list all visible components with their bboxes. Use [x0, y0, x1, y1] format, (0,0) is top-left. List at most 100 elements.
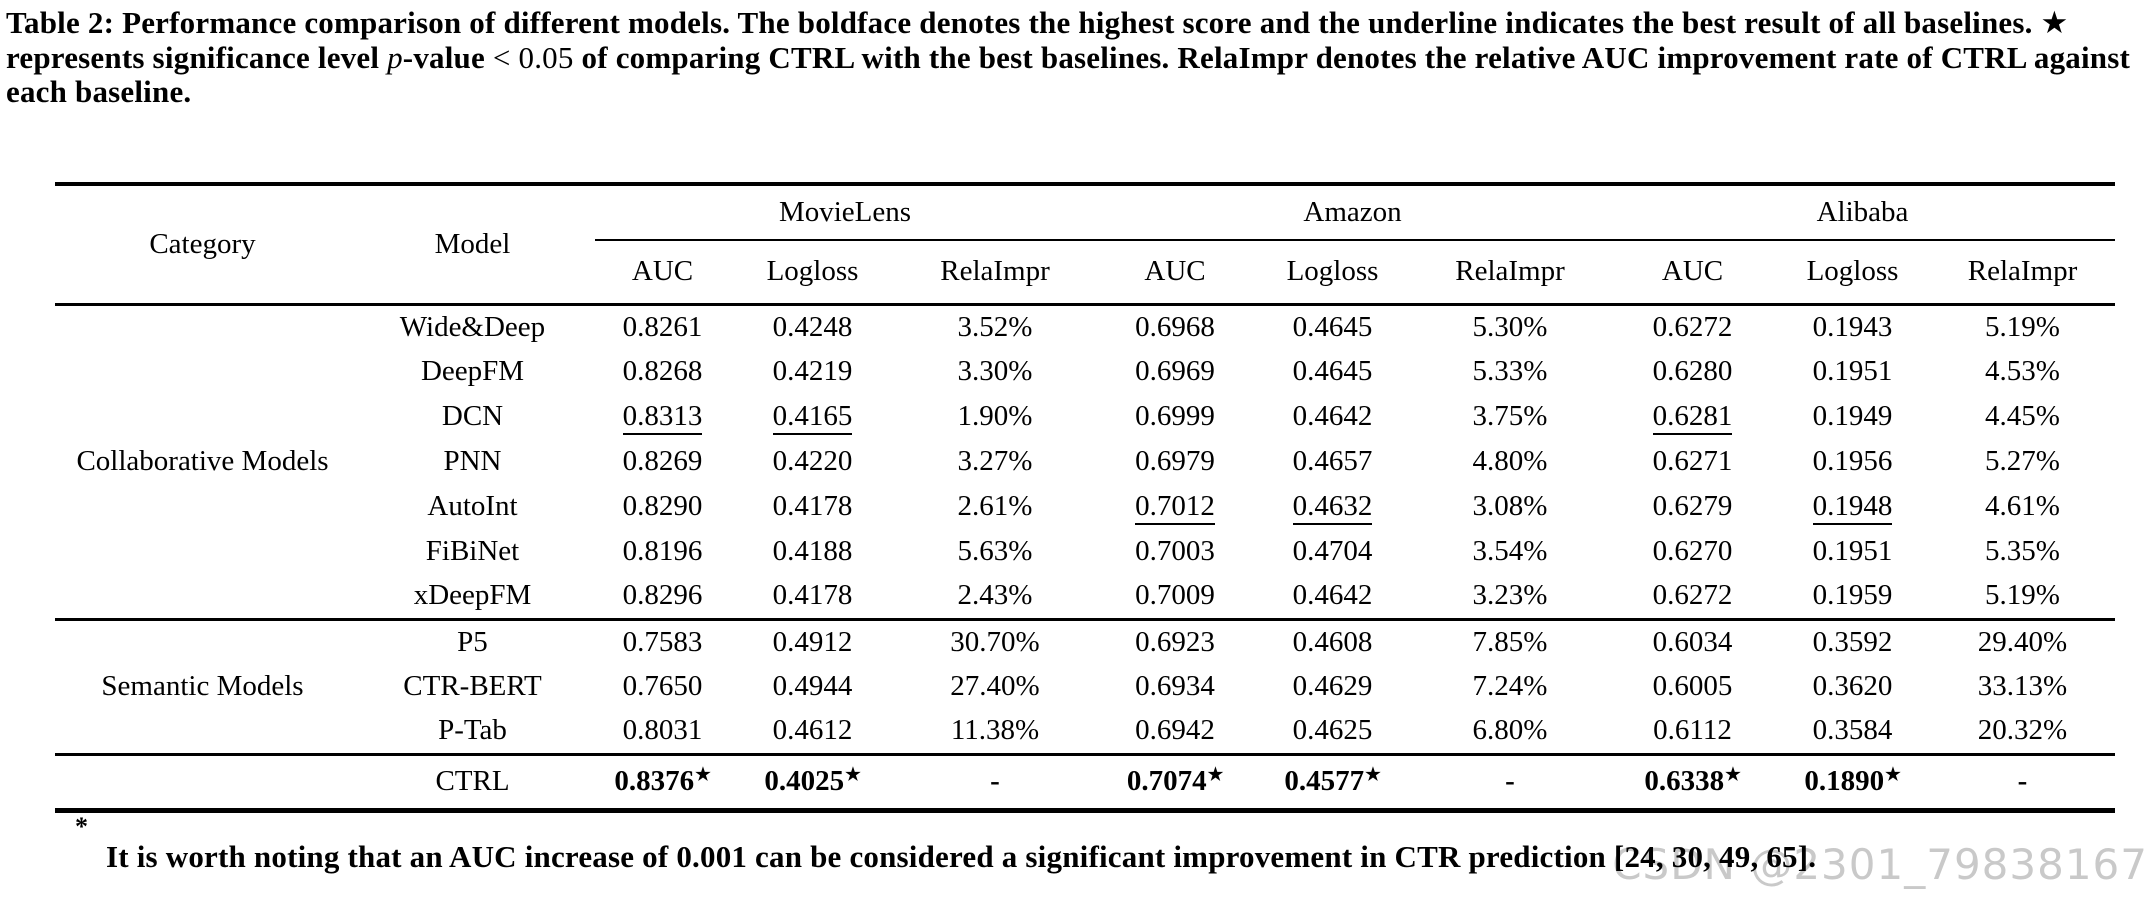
metric-cell: 0.6112 [1610, 709, 1775, 754]
metric-value: 0.1949 [1812, 400, 1893, 433]
metric-value: - [1505, 765, 1515, 798]
metric-value: 27.40% [950, 670, 1040, 703]
metric-cell: 0.8031 [595, 709, 730, 754]
col-header-logloss-alibaba: Logloss [1806, 255, 1899, 288]
metric-cell: 0.6934 [1095, 664, 1255, 709]
metric-value: 0.4632 [1292, 490, 1373, 526]
metric-value: 3.30% [957, 355, 1033, 388]
metric-value: 0.6942 [1135, 714, 1215, 747]
metric-cell: 0.4629 [1255, 664, 1410, 709]
col-header-auc-alibaba: AUC [1661, 255, 1724, 288]
col-header-relaimpr-alibaba: RelaImpr [1967, 255, 2078, 288]
metric-value: 0.7650 [622, 670, 703, 703]
metric-value: 0.6968 [1135, 310, 1215, 343]
metric-cell: 0.4944 [730, 664, 895, 709]
model-cell: PNN [443, 445, 502, 478]
metric-value: 3.23% [1472, 579, 1548, 612]
metric-cell: 0.6999 [1095, 394, 1255, 439]
metric-cell: 0.4577★ [1255, 752, 1410, 811]
watermark: CSDN @2301_79838167 [1612, 840, 2148, 889]
metric-cell: 6.80% [1410, 709, 1610, 754]
metric-value: 6.80% [1472, 714, 1548, 747]
metric-cell: 0.4704 [1255, 529, 1410, 574]
metric-cell: 4.45% [1930, 394, 2115, 439]
table-row: Semantic Models P5 0.7583 0.4912 30.70% 0.692… [55, 617, 2116, 755]
metric-value: 0.1951 [1812, 535, 1893, 568]
table-row: Collaborative Models Wide&Deep 0.8261 0.424… [55, 304, 2115, 477]
col-header-logloss-amazon: Logloss [1286, 255, 1379, 288]
metric-cell: 0.6034 [1610, 617, 1775, 665]
category-cell [55, 752, 350, 811]
table-body: Collaborative Models Wide&Deep 0.8261 0.424… [55, 304, 2116, 811]
metric-value: 3.75% [1472, 400, 1548, 433]
metric-value: 2.61% [957, 490, 1033, 523]
metric-cell: 7.24% [1410, 664, 1610, 709]
table-caption: Table 2: Performance comparison of diffe… [6, 5, 2144, 110]
col-header-logloss-movielens: Logloss [766, 255, 859, 288]
metric-cell: 27.40% [895, 664, 1095, 709]
metric-value: 0.4219 [772, 355, 853, 388]
metric-cell: 0.1890★ [1775, 752, 1930, 811]
metric-value: 0.8313 [622, 400, 703, 436]
star-glyph: ★ [2040, 5, 2069, 40]
metric-cell: 0.8196 [595, 529, 730, 574]
metric-value: 0.6338 [1644, 765, 1725, 798]
metric-value: 5.30% [1472, 310, 1548, 343]
metric-cell: 0.1956 [1775, 439, 1930, 484]
metric-cell: 0.4248 [730, 304, 895, 349]
metric-value: 0.4188 [772, 535, 853, 568]
model-cell: AutoInt [427, 490, 518, 523]
metric-cell: 0.1949 [1775, 394, 1930, 439]
metric-value: 0.4178 [772, 579, 853, 612]
metric-cell: 0.7583 [595, 617, 730, 665]
significance-star-icon: ★ [1885, 763, 1901, 784]
model-cell: CTR-BERT [403, 670, 542, 703]
metric-cell: 30.70% [895, 617, 1095, 665]
col-header-relaimpr-amazon: RelaImpr [1455, 255, 1565, 288]
table-row: AutoInt 0.8290 0.4178 2.61% 0.7012 0.4632 3.08… [55, 484, 2115, 529]
model-cell: P-Tab [438, 714, 507, 747]
metric-cell: 0.6280 [1610, 349, 1775, 394]
metric-cell: 3.08% [1410, 484, 1610, 529]
metric-value: 0.1948 [1812, 490, 1893, 526]
metric-value: 0.4612 [772, 714, 853, 747]
table-row: CTR-BERT 0.7650 0.4944 27.40% 0.6934 0.4629 7.… [55, 664, 2115, 709]
metric-value: 0.6112 [1653, 714, 1732, 747]
model-cell: FiBiNet [425, 535, 520, 568]
metric-value: 0.4165 [772, 400, 853, 436]
metric-value: 5.33% [1472, 355, 1548, 388]
metric-cell: 0.4645 [1255, 349, 1410, 394]
metric-value: 0.7003 [1135, 535, 1215, 568]
col-header-amazon: Amazon [1095, 184, 1610, 242]
metric-value: 0.8269 [622, 445, 703, 478]
metric-cell: 3.54% [1410, 529, 1610, 574]
metric-value: 0.6034 [1652, 625, 1733, 658]
metric-value: 0.8261 [622, 310, 703, 343]
metric-value: 0.4577 [1284, 765, 1365, 798]
metric-value: 0.4248 [772, 310, 853, 343]
metric-value: 3.08% [1472, 490, 1548, 523]
metric-cell: 3.27% [895, 439, 1095, 484]
metric-cell: 0.4608 [1255, 617, 1410, 665]
metric-cell: 0.6969 [1095, 349, 1255, 394]
col-header-relaimpr-movielens: RelaImpr [940, 255, 1050, 288]
metric-value: 0.6272 [1652, 310, 1733, 343]
model-cell: DeepFM [420, 355, 525, 388]
metric-cell: 0.4219 [730, 349, 895, 394]
col-header-category: Category [149, 227, 256, 260]
metric-cell: 20.32% [1930, 709, 2115, 754]
metric-cell: 0.6271 [1610, 439, 1775, 484]
caption-threshold: < 0.05 [492, 39, 574, 75]
metric-cell: 0.7009 [1095, 574, 1255, 619]
col-header-movielens: MovieLens [595, 184, 1095, 242]
metric-value: 0.1943 [1812, 310, 1893, 343]
metric-value: 0.7074 [1126, 765, 1207, 798]
table-row: FiBiNet 0.8196 0.4188 5.63% 0.7003 0.4704 3.54… [55, 529, 2115, 574]
metric-value: 0.4625 [1292, 714, 1373, 747]
metric-cell: 1.90% [895, 394, 1095, 439]
metric-value: 0.7012 [1135, 490, 1215, 526]
table-row: P-Tab 0.8031 0.4612 11.38% 0.6942 0.4625 6.80%… [55, 709, 2115, 754]
metric-value: 0.4704 [1292, 535, 1373, 568]
metric-value: 5.19% [1985, 579, 2060, 612]
metric-header-row: AUC Logloss RelaImpr AUC Logloss RelaImp… [55, 240, 2115, 304]
